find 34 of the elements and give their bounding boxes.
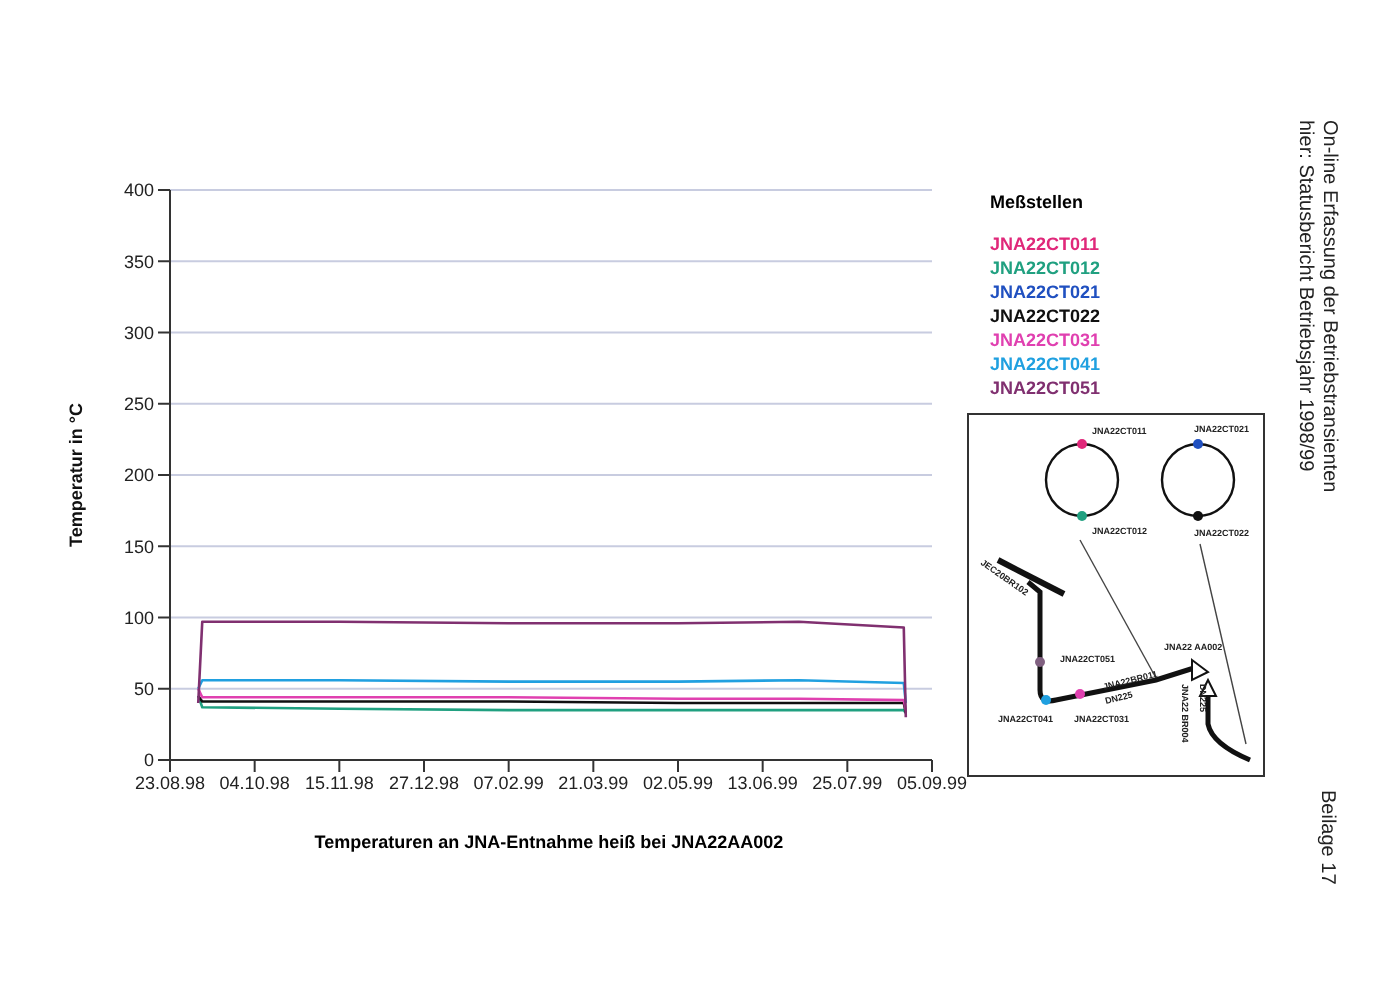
x-tick-label: 04.10.98 [219,772,290,793]
text: JNA22CT051 [990,376,1101,400]
x-tick-label: 27.12.98 [388,772,460,793]
text: JNA22CT012 [990,256,1101,280]
y-tick-label: 50 [133,679,154,700]
y-tick-label: 250 [123,394,154,415]
x-tick-label: 15.11.98 [304,772,374,793]
line-series [196,694,908,715]
text: JNA22CT041 [990,352,1101,376]
y-tick-label: 150 [123,536,154,557]
y-tick-label: 350 [123,251,154,272]
x-tick-label: 07.02.99 [473,772,544,793]
text: JNA22CT022 [990,304,1101,328]
text: On-line Erfassung der Betriebstransienten [1316,120,1340,493]
x-tick-label: 02.05.99 [642,772,714,793]
x-tick-label: 23.08.98 [134,772,206,793]
y-tick-label: 400 [123,180,154,201]
x-tick-label: 13.06.99 [727,772,798,793]
x-axis-title: Temperaturen an JNA-Entnahme heiß bei JNA22AA002 [312,832,786,852]
y-tick-label: 100 [123,607,154,628]
legend-label: JNA22CT011 [990,232,1101,256]
y-axis-title: Temperatur in °C [66,402,87,547]
text: hier: Statusbericht Betriebsjahr 1998/99 [1292,120,1316,476]
line-series [196,620,908,719]
text: Beilage 17 [1316,790,1338,885]
x-tick-label: 25.07.99 [812,772,883,793]
y-tick-label: 300 [123,322,154,343]
x-tick-label: 05.09.99 [896,772,968,793]
text: JNA22CT031 [990,328,1101,352]
y-tick-label: 0 [143,750,154,771]
x-tick-label: 21.03.99 [558,772,629,793]
y-tick-label: 200 [123,465,154,486]
legend-title: Meßstellen [990,192,1086,212]
legend-label: JNA22CT021 [990,280,1101,304]
